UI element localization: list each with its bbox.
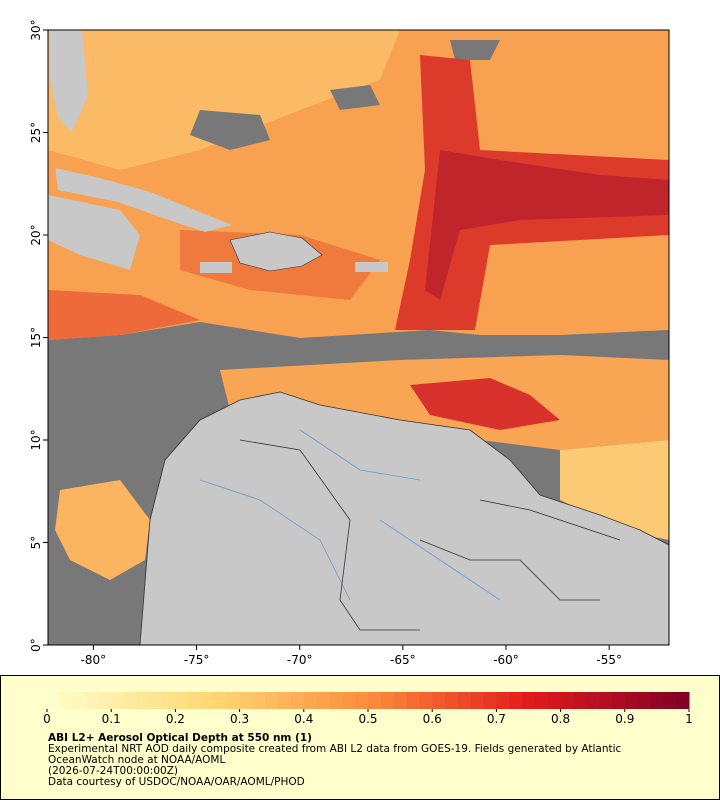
colorbar-cell xyxy=(380,692,395,709)
colorbar-cell xyxy=(611,692,626,709)
colorbar-cell xyxy=(432,692,446,709)
colorbar-cell xyxy=(162,692,176,709)
colorbar-cell xyxy=(72,692,87,709)
colorbar-cell xyxy=(586,692,600,709)
y-tick-label: 5° xyxy=(29,536,43,550)
colorbar-tick-label: 0.1 xyxy=(102,712,121,726)
colorbar-cell xyxy=(188,692,202,709)
footer-date: (2026-07-24T00:00:00Z) xyxy=(48,765,178,777)
colorbar-cell xyxy=(470,692,485,709)
colorbar-cell xyxy=(355,692,369,709)
colorbar-cell xyxy=(599,692,613,709)
colorbar-cell xyxy=(496,692,510,709)
y-tick-label: 10° xyxy=(29,429,43,450)
colorbar-cell xyxy=(663,692,677,709)
x-tick-label: -80° xyxy=(81,653,107,667)
colorbar-tick-label: 0.3 xyxy=(230,712,249,726)
colorbar-cell xyxy=(111,692,125,709)
colorbar-cell xyxy=(226,692,241,709)
colorbar-cell xyxy=(85,692,99,709)
colorbar-tick-label: 0.7 xyxy=(487,712,506,726)
x-tick-label: -60° xyxy=(493,653,519,667)
colorbar-cell xyxy=(624,692,639,709)
axes: -80° -75° -70° -65° -60° -55° 0° 5° 10° 15° 20° 25°… xyxy=(29,19,622,667)
colorbar-cell xyxy=(445,692,459,709)
colorbar-tick-label: 1 xyxy=(685,712,693,726)
colorbar-cell xyxy=(547,692,562,709)
colorbar-cell xyxy=(59,692,74,709)
colorbar-cell xyxy=(316,692,330,709)
y-tick-label: 25° xyxy=(29,122,43,143)
colorbar-cell xyxy=(290,692,305,709)
colorbar-tick-label: 0.6 xyxy=(423,712,442,726)
map-image xyxy=(48,30,669,645)
footer-description: Experimental NRT AOD daily composite cre… xyxy=(48,743,622,766)
colorbar-cell xyxy=(368,692,382,709)
colorbar-cell xyxy=(239,692,253,709)
colorbar-cell xyxy=(252,692,266,709)
y-tick-label: 15° xyxy=(29,327,43,348)
colorbar-cell xyxy=(676,692,690,709)
y-tick-label: 30° xyxy=(29,19,43,40)
colorbar-cell xyxy=(175,692,189,709)
map-figure: -80° -75° -70° -65° -60° -55° 0° 5° 10° 15° 20° 25°… xyxy=(29,19,670,667)
footer-credit: Data courtesy of USDOC/NOAA/OAR/AOML/PHO… xyxy=(48,776,305,788)
colorbar-cell xyxy=(509,692,523,709)
colorbar-cell xyxy=(201,692,215,709)
colorbar-cell xyxy=(136,692,151,709)
footer-title: ABI L2+ Aerosol Optical Depth at 550 nm … xyxy=(48,732,312,744)
x-tick-label: -65° xyxy=(390,653,416,667)
x-tick-label: -70° xyxy=(287,653,313,667)
colorbar-tick-label: 0 xyxy=(43,712,51,726)
colorbar-tick-label: 0.4 xyxy=(294,712,313,726)
x-tick-label: -55° xyxy=(596,653,622,667)
colorbar-cell xyxy=(47,692,61,709)
colorbar-cell xyxy=(522,692,536,709)
colorbar-tick-label: 0.8 xyxy=(551,712,570,726)
colorbar-cell xyxy=(149,692,164,709)
colorbar-cell xyxy=(329,692,343,709)
colorbar-cell xyxy=(534,692,549,709)
colorbar-cell xyxy=(393,692,408,709)
colorbar-cell xyxy=(98,692,112,709)
colorbar-tick-label: 0.2 xyxy=(166,712,185,726)
colorbar-tick-label: 0.5 xyxy=(358,712,377,726)
colorbar-cell xyxy=(457,692,472,709)
colorbar-cell xyxy=(303,692,318,709)
colorbar-cell xyxy=(265,692,279,709)
colorbar-cell xyxy=(278,692,292,709)
colorbar-cell xyxy=(406,692,420,709)
colorbar-cell xyxy=(419,692,433,709)
y-tick-label: 20° xyxy=(29,224,43,245)
colorbar-cell xyxy=(342,692,356,709)
x-tick-label: -75° xyxy=(184,653,210,667)
colorbar-cell xyxy=(637,692,651,709)
colorbar-cell xyxy=(213,692,228,709)
colorbar-cell xyxy=(573,692,587,709)
colorbar-cell xyxy=(650,692,664,709)
colorbar: 0 0.1 0.2 0.3 0.4 0.5 0.6 0.7 0.8 0.9 1 xyxy=(43,692,693,726)
colorbar-cell xyxy=(483,692,497,709)
colorbar-cell xyxy=(124,692,138,709)
y-tick-label: 0° xyxy=(29,638,43,652)
colorbar-tick-label: 0.9 xyxy=(615,712,634,726)
colorbar-cell xyxy=(560,692,574,709)
